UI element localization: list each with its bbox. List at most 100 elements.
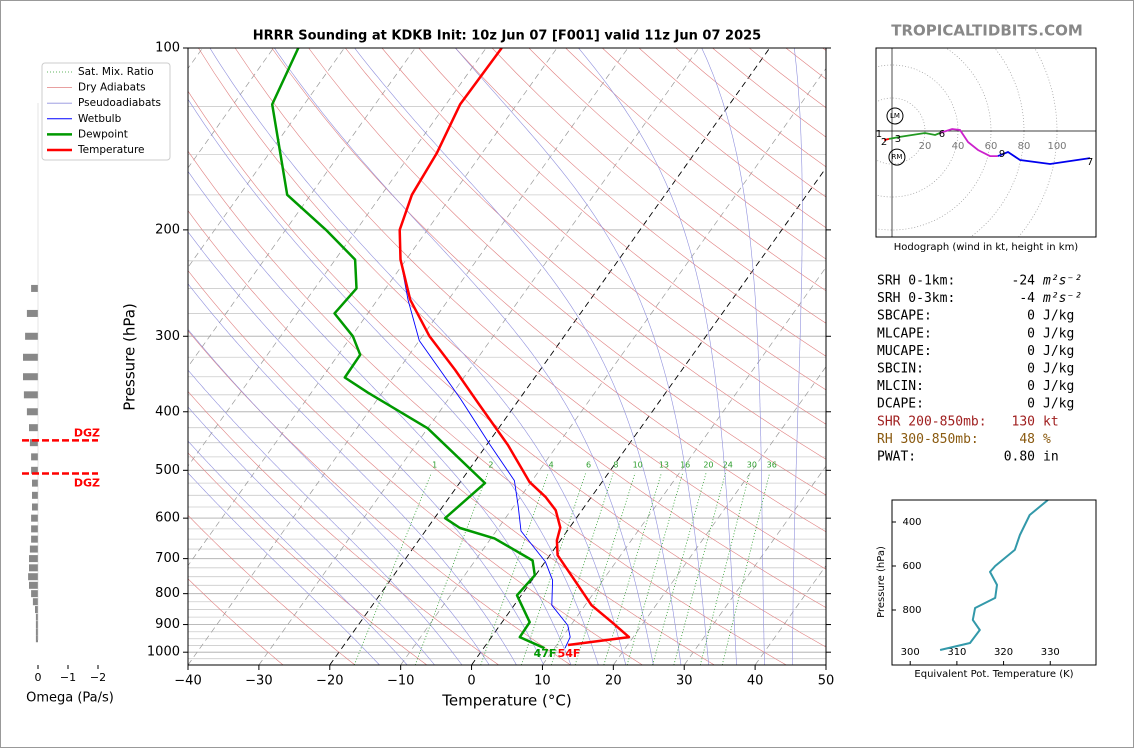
omega-tick-label: −1 xyxy=(60,671,76,684)
param-unit: m²s⁻² xyxy=(1042,291,1082,306)
mixing-ratio-label: 10 xyxy=(633,461,643,470)
param-unit: J/kg xyxy=(1043,379,1074,394)
pseudoadiabat xyxy=(274,48,654,665)
mixing-ratio-label: 36 xyxy=(767,461,777,470)
hodo-ring-label: 60 xyxy=(985,141,998,152)
surface-annotation: 47F xyxy=(534,647,557,660)
param-label: DCAPE: xyxy=(877,397,924,412)
dry-adiabat xyxy=(198,48,826,608)
pseudoadiabat xyxy=(188,328,490,665)
thetae-x-label: Equivalent Pot. Temperature (K) xyxy=(914,669,1073,680)
omega-bar xyxy=(25,332,38,340)
thetae-y-label: Pressure (hPa) xyxy=(876,546,887,618)
thetae-x-tick-label: 320 xyxy=(994,647,1013,658)
mixing-ratio-line xyxy=(626,472,684,665)
omega-bar xyxy=(23,373,38,381)
x-tick-label: −20 xyxy=(316,674,343,689)
hodo-trace xyxy=(939,128,998,157)
x-tick-label: 50 xyxy=(818,674,835,689)
mixing-ratio-label: 1 xyxy=(432,461,437,470)
param-unit: J/kg xyxy=(1043,309,1074,324)
y-tick-label: 100 xyxy=(155,41,180,56)
dry-adiabat xyxy=(188,210,715,665)
dry-adiabat xyxy=(271,48,826,533)
omega-bar xyxy=(26,309,38,317)
isotherm xyxy=(188,48,487,467)
dry-adiabat xyxy=(188,514,356,665)
omega-bar xyxy=(31,466,38,474)
chart-title: HRRR Sounding at KDKB Init: 10z Jun 07 [… xyxy=(253,29,761,44)
thetae-x-tick-label: 310 xyxy=(947,647,966,658)
omega-bar xyxy=(29,439,38,447)
param-value: 130 xyxy=(1012,414,1035,429)
omega-bar xyxy=(31,525,38,533)
dgz-label: DGZ xyxy=(74,476,100,489)
y-tick-label: 900 xyxy=(155,617,180,632)
dry-adiabat xyxy=(188,390,499,665)
legend-label: Pseudoadiabats xyxy=(78,97,161,109)
dry-adiabat xyxy=(188,330,571,665)
hodo-height-label: 3 xyxy=(895,134,901,145)
y-tick-label: 700 xyxy=(155,551,180,566)
legend-label: Temperature xyxy=(77,144,145,156)
thetae-panel: 400 600 800 300 310 320 330 xyxy=(891,499,1097,666)
pseudoadiabat xyxy=(188,440,408,665)
dry-adiabat xyxy=(345,48,826,460)
isotherm xyxy=(188,48,416,368)
param-label: SBCAPE: xyxy=(877,309,932,324)
thetae-y-tick-label: 800 xyxy=(902,605,921,616)
hodograph-label: Hodograph (wind in kt, height in km) xyxy=(894,242,1079,253)
y-tick-label: 1000 xyxy=(147,645,180,660)
y-tick-label: 400 xyxy=(155,404,180,419)
isotherm xyxy=(188,48,274,169)
dry-adiabat xyxy=(491,48,826,324)
pseudoadiabat xyxy=(188,170,572,665)
dry-adiabat xyxy=(418,48,826,391)
omega-bar xyxy=(23,353,38,361)
hodo-trace xyxy=(883,138,890,141)
storm-motion-label: RM xyxy=(891,153,902,161)
legend-label: Dewpoint xyxy=(78,128,128,140)
mixing-ratio-line xyxy=(550,472,614,665)
isotherm xyxy=(329,48,771,665)
dry-adiabat xyxy=(188,150,787,665)
mixing-ratio-label: 16 xyxy=(680,461,690,470)
pseudoadiabat xyxy=(188,472,380,665)
omega-bar xyxy=(31,590,38,598)
pseudoadiabat xyxy=(792,48,803,665)
param-value: 0 xyxy=(1027,326,1035,341)
param-unit: in xyxy=(1043,450,1059,465)
omega-bar xyxy=(35,613,38,621)
pseudoadiabat xyxy=(188,283,517,665)
thetae-x-tick-label: 330 xyxy=(1041,647,1060,658)
storm-motion-marker xyxy=(886,107,904,125)
mixing-ratio-label: 24 xyxy=(723,461,733,470)
omega-tick-label: 0 xyxy=(35,671,42,684)
y-tick-label: 200 xyxy=(155,222,180,237)
pseudoadiabat xyxy=(188,98,599,665)
isotherm xyxy=(188,48,558,567)
thetae-line xyxy=(939,500,1049,651)
hodo-ring-label: 100 xyxy=(1047,141,1066,152)
x-tick-label: 20 xyxy=(605,674,622,689)
param-label: SRH 0-1km: xyxy=(877,274,955,289)
param-label: MLCIN: xyxy=(877,379,924,394)
param-unit: J/kg xyxy=(1043,326,1074,341)
omega-bar xyxy=(29,545,38,553)
mixing-ratio-label: 2 xyxy=(488,461,493,470)
omega-bar xyxy=(32,479,38,487)
dry-adiabat xyxy=(455,48,826,357)
omega-bar xyxy=(31,453,38,461)
legend-box xyxy=(41,62,171,161)
mixing-ratio-line xyxy=(673,472,726,665)
param-value: -24 xyxy=(1012,274,1036,289)
omega-bar xyxy=(35,606,38,614)
pseudoadiabat xyxy=(354,48,682,665)
param-label: SHR 200-850mb: xyxy=(877,414,987,429)
pseudoadiabat xyxy=(188,231,545,665)
x-tick-label: 30 xyxy=(676,674,693,689)
param-unit: % xyxy=(1043,432,1051,447)
param-label: MLCAPE: xyxy=(877,326,932,341)
omega-bar xyxy=(31,514,38,522)
mixing-ratio-line xyxy=(480,472,549,665)
